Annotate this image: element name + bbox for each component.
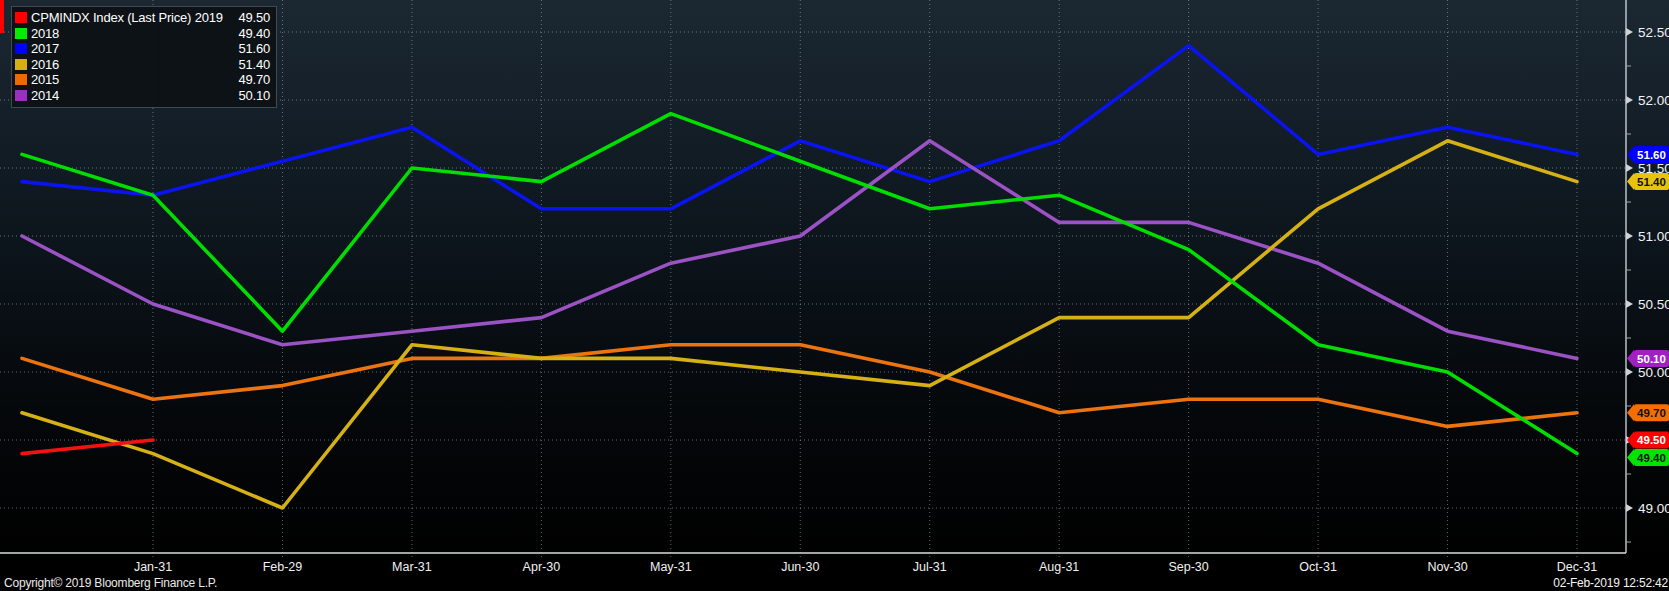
svg-text:51.60: 51.60 <box>1637 149 1666 161</box>
x-axis-label: Nov-30 <box>1427 560 1467 574</box>
legend-item-2018[interactable]: 2018 49.40 <box>14 26 270 42</box>
x-axis-label: Oct-31 <box>1299 560 1337 574</box>
x-axis-label: Feb-29 <box>263 560 303 574</box>
legend-label: 2017 <box>31 41 59 56</box>
legend-label: 2018 <box>31 26 59 41</box>
last-price-badge-51.40: 51.40 <box>1627 173 1669 190</box>
legend-swatch-2014 <box>15 90 27 101</box>
series-line-2018[interactable] <box>22 114 1577 454</box>
y-axis-tick-arrow <box>1626 368 1633 376</box>
legend-swatch-2015 <box>15 74 27 85</box>
svg-text:49.70: 49.70 <box>1637 407 1666 419</box>
svg-text:49.40: 49.40 <box>1637 452 1666 464</box>
x-axis-label: Jul-31 <box>913 560 947 574</box>
svg-text:50.10: 50.10 <box>1637 353 1666 365</box>
y-axis-tick-arrow <box>1626 164 1633 172</box>
x-axis-label: Sep-30 <box>1168 560 1208 574</box>
x-axis-label: Mar-31 <box>392 560 432 574</box>
legend-value: 49.70 <box>238 72 270 87</box>
legend-value: 50.10 <box>238 88 270 103</box>
legend-value: 51.60 <box>238 41 270 56</box>
bloomberg-chart-window: 52.5052.0051.5051.0050.5050.0049.5049.00… <box>0 0 1669 591</box>
last-price-badge-49.70: 49.70 <box>1627 404 1669 421</box>
y-axis-label: 49.00 <box>1638 501 1669 516</box>
legend-item-2015[interactable]: 2015 49.70 <box>14 72 270 88</box>
legend-value: 49.50 <box>238 10 270 25</box>
x-axis-label: May-31 <box>650 560 692 574</box>
legend-label: 2014 <box>31 88 59 103</box>
timestamp-text: 02-Feb-2019 12:52:42 <box>1553 576 1668 590</box>
legend-swatch-2019 <box>15 12 27 23</box>
x-axis-label: Aug-31 <box>1039 560 1079 574</box>
y-axis-tick-arrow <box>1626 28 1633 36</box>
y-axis-label: 52.50 <box>1638 25 1669 40</box>
legend-item-2016[interactable]: 2016 51.40 <box>14 57 270 73</box>
legend-value: 49.40 <box>238 26 270 41</box>
x-axis-label: Jan-31 <box>134 560 172 574</box>
y-axis-tick-arrow <box>1626 504 1633 512</box>
last-price-badge-49.40: 49.40 <box>1627 449 1669 466</box>
y-axis-label: 50.50 <box>1638 297 1669 312</box>
y-axis-tick-arrow <box>1626 96 1633 104</box>
legend-swatch-2017 <box>15 43 27 54</box>
svg-text:51.40: 51.40 <box>1637 176 1666 188</box>
legend-label: CPMINDX Index (Last Price) 2019 <box>31 10 223 25</box>
series-line-2015[interactable] <box>22 345 1577 427</box>
legend-swatch-2018 <box>15 28 27 39</box>
svg-text:49.50: 49.50 <box>1637 434 1666 446</box>
legend-item-2017[interactable]: 2017 51.60 <box>14 41 270 57</box>
x-axis-label: Dec-31 <box>1557 560 1597 574</box>
legend-item-2019[interactable]: CPMINDX Index (Last Price) 2019 49.50 <box>14 10 270 26</box>
top-left-accent-bar <box>0 0 4 33</box>
last-price-badge-50.10: 50.10 <box>1627 350 1669 367</box>
legend-item-2014[interactable]: 2014 50.10 <box>14 88 270 104</box>
legend-label: 2016 <box>31 57 59 72</box>
legend-label: 2015 <box>31 72 59 87</box>
legend-swatch-2016 <box>15 59 27 70</box>
series-line-2014[interactable] <box>22 141 1577 359</box>
y-axis-tick-arrow <box>1626 232 1633 240</box>
chart-legend: CPMINDX Index (Last Price) 2019 49.50 20… <box>11 6 277 108</box>
last-price-badge-51.60: 51.60 <box>1627 146 1669 163</box>
y-axis-label: 52.00 <box>1638 93 1669 108</box>
legend-value: 51.40 <box>238 57 270 72</box>
copyright-text: Copyright© 2019 Bloomberg Finance L.P. <box>4 576 217 590</box>
x-axis-label: Apr-30 <box>523 560 561 574</box>
y-axis-label: 51.00 <box>1638 229 1669 244</box>
series-line-2016[interactable] <box>22 141 1577 508</box>
last-price-badge-49.50: 49.50 <box>1627 432 1669 449</box>
y-axis-tick-arrow <box>1626 300 1633 308</box>
x-axis-label: Jun-30 <box>781 560 819 574</box>
